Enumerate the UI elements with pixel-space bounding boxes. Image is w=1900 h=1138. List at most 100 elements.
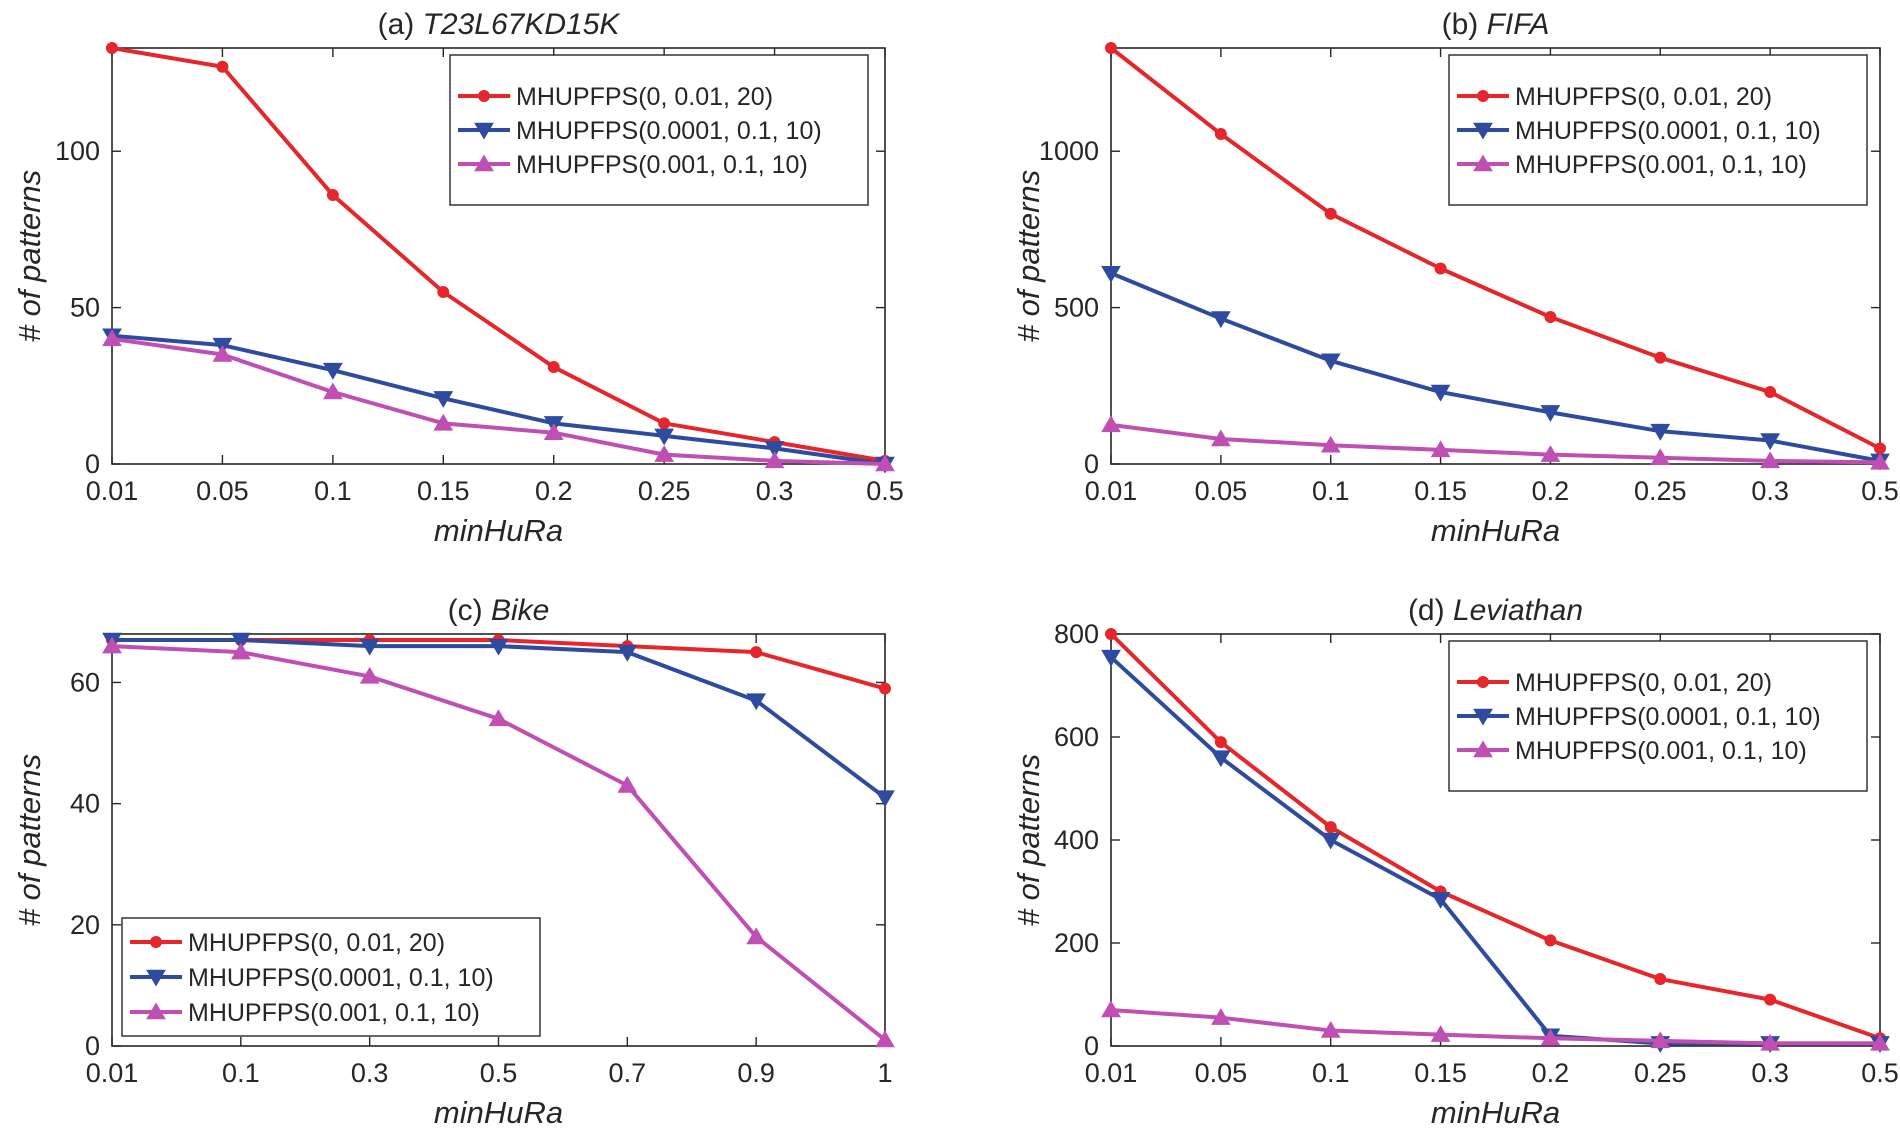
x-tick-label: 0.2	[1532, 1058, 1570, 1088]
x-tick-label: 0.15	[1414, 1058, 1467, 1088]
legend-entry: MHUPFPS(0.0001, 0.1, 10)	[516, 117, 822, 145]
legend-marker	[146, 969, 166, 987]
data-point	[875, 454, 895, 472]
data-point	[617, 775, 638, 793]
x-tick-label: 0.5	[866, 476, 904, 506]
data-point	[1764, 386, 1777, 399]
legend-entry: MHUPFPS(0.0001, 0.1, 10)	[1515, 117, 1821, 145]
y-tick-label: 0	[85, 449, 100, 479]
chart-panel-1: (a) T23L67KD15K 0 50 100 0.01 0.05 0.1 0.15 0.2 0…	[12, 8, 904, 548]
chart-title-name: T23L67KD15K	[423, 8, 622, 41]
legend-marker	[1477, 90, 1489, 102]
legend-entry: MHUPFPS(0.001, 0.1, 10)	[1515, 737, 1807, 765]
data-point	[654, 445, 675, 462]
data-point	[1434, 262, 1447, 275]
series-line	[111, 336, 886, 466]
x-tick-label: 0.05	[196, 476, 249, 506]
chart-title-prefix: (c)	[448, 594, 491, 627]
data-point	[212, 344, 233, 362]
series-line	[111, 46, 886, 463]
data-point	[617, 644, 638, 662]
data-point	[1760, 433, 1781, 451]
x-tick-label: 0.01	[1085, 1058, 1138, 1088]
legend: MHUPFPS(0, 0.01, 20) MHUPFPS(0.0001, 0.1,…	[1448, 640, 1868, 792]
legend-box	[121, 917, 541, 1037]
y-tick-label: 0	[1084, 449, 1099, 479]
data-point	[1324, 821, 1337, 834]
x-tick-label: 0.5	[1861, 1058, 1899, 1088]
data-point	[1650, 423, 1671, 441]
data-point	[1320, 1021, 1341, 1038]
series-line	[1109, 46, 1881, 451]
data-point	[322, 362, 343, 380]
x-tick-label: 0.15	[417, 476, 470, 506]
series-1	[1105, 628, 1886, 1045]
y-tick-label: 800	[1054, 619, 1099, 649]
data-point	[230, 632, 251, 650]
y-tick-label: 0	[1084, 1031, 1099, 1061]
chart-title: (c) Bike	[448, 594, 550, 627]
legend: MHUPFPS(0, 0.01, 20) MHUPFPS(0.0001, 0.1,…	[449, 54, 869, 206]
data-point	[1654, 973, 1667, 986]
x-tick-label: 0.25	[1634, 476, 1687, 506]
legend-entry: MHUPFPS(0, 0.01, 20)	[188, 929, 445, 957]
chart-title: (a) T23L67KD15K	[378, 8, 622, 41]
x-tick-label: 0.3	[1751, 476, 1789, 506]
x-tick-label: 0.01	[86, 476, 139, 506]
data-point	[1210, 750, 1231, 768]
legend-marker	[1473, 122, 1493, 140]
x-tick-label: 0.1	[1312, 476, 1350, 506]
data-point	[326, 189, 339, 202]
data-point	[1430, 384, 1451, 402]
data-point	[1650, 1031, 1671, 1049]
series-3	[102, 636, 895, 1048]
series-2	[1101, 265, 1890, 471]
series-3	[102, 329, 895, 472]
series-line	[1109, 632, 1881, 1041]
x-tick-label: 0.2	[1532, 476, 1570, 506]
y-axis-label: # of patterns	[1011, 754, 1046, 926]
x-tick-label: 0.9	[737, 1058, 775, 1088]
data-point	[230, 642, 251, 660]
data-point	[764, 441, 785, 458]
legend-marker	[146, 1002, 166, 1020]
legend-box	[1448, 640, 1868, 792]
legend-marker	[1473, 708, 1493, 726]
x-tick-label: 0.1	[222, 1058, 260, 1088]
x-axis-label: minHuRa	[434, 1095, 563, 1130]
y-axis-label: # of patterns	[12, 170, 47, 342]
data-point	[1324, 207, 1337, 220]
x-tick-label: 0.5	[1861, 476, 1899, 506]
legend-marker	[150, 936, 162, 948]
data-point	[216, 60, 229, 73]
data-point	[1320, 832, 1341, 850]
chart-title-name: FIFA	[1487, 8, 1550, 41]
x-tick-label: 0.25	[1634, 1058, 1687, 1088]
x-tick-label: 0.1	[314, 476, 352, 506]
data-point	[1214, 736, 1227, 749]
y-tick-label: 50	[70, 293, 100, 323]
x-tick-label: 0.3	[1751, 1058, 1789, 1088]
legend-marker	[478, 90, 490, 102]
data-point	[359, 666, 380, 684]
y-tick-label: 100	[55, 136, 100, 166]
legend-entry: MHUPFPS(0, 0.01, 20)	[516, 83, 773, 111]
data-point	[1870, 1033, 1890, 1051]
y-tick-label: 60	[70, 667, 100, 697]
data-point	[658, 417, 671, 430]
chart-title-prefix: (b)	[1442, 8, 1487, 41]
legend-box	[1448, 54, 1868, 206]
y-axis-label: # of patterns	[1011, 170, 1046, 342]
legend-entry: MHUPFPS(0.0001, 0.1, 10)	[188, 964, 494, 992]
chart-title-prefix: (d)	[1408, 594, 1453, 627]
y-tick-label: 600	[1054, 722, 1099, 752]
legend: MHUPFPS(0, 0.01, 20) MHUPFPS(0.0001, 0.1,…	[1448, 54, 1868, 206]
legend-marker	[1477, 676, 1489, 688]
chart-title-name: Leviathan	[1453, 594, 1583, 627]
data-point	[543, 423, 564, 440]
y-axis-label: # of patterns	[12, 754, 47, 926]
legend-marker	[474, 122, 494, 140]
series-2	[102, 632, 895, 808]
data-point	[1105, 628, 1117, 640]
x-tick-label: 0.3	[756, 476, 794, 506]
